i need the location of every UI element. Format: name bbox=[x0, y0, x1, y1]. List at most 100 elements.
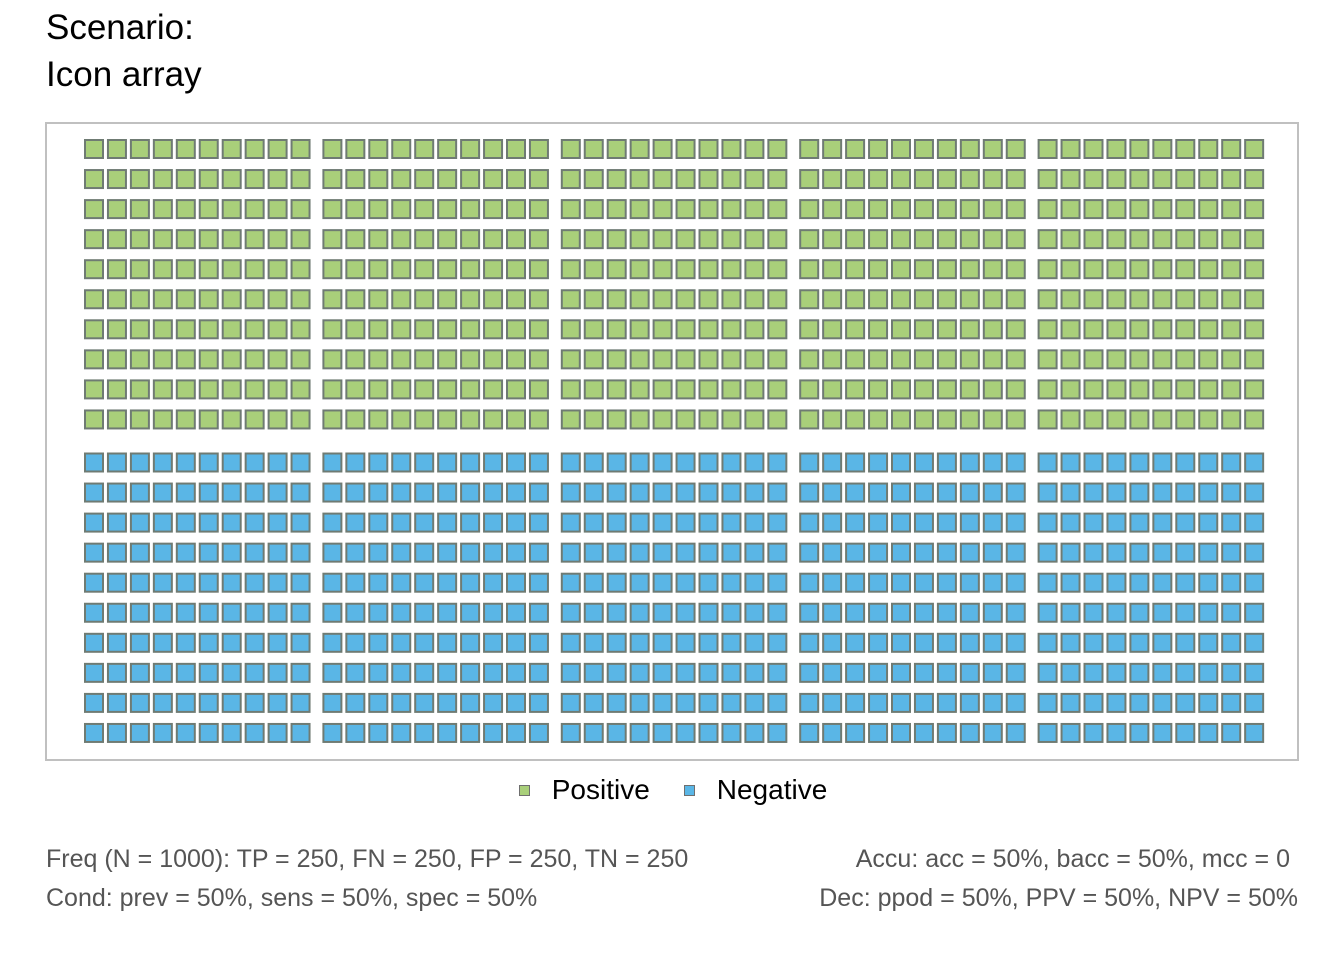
icon-positive bbox=[959, 259, 980, 280]
icon-negative bbox=[959, 662, 980, 683]
icon-positive bbox=[84, 289, 104, 310]
icon-negative bbox=[1106, 632, 1127, 653]
icon-negative bbox=[982, 572, 1003, 593]
icon-negative bbox=[368, 722, 389, 743]
icon-negative bbox=[799, 452, 820, 473]
icon-negative bbox=[606, 602, 627, 623]
icon-negative bbox=[1037, 542, 1058, 563]
icon-positive bbox=[528, 289, 549, 310]
icon-positive bbox=[845, 289, 866, 310]
icon-negative bbox=[322, 722, 343, 743]
icon-positive bbox=[767, 229, 788, 250]
icon-positive bbox=[106, 169, 127, 190]
icon-positive bbox=[391, 409, 412, 430]
icon-positive bbox=[460, 289, 481, 310]
footer-accu: Accu: acc = 50%, bacc = 50%, mcc = 0 bbox=[855, 845, 1290, 873]
icon-negative bbox=[1198, 602, 1219, 623]
icon-negative bbox=[845, 482, 866, 503]
icon-negative bbox=[606, 572, 627, 593]
icon-negative bbox=[913, 662, 934, 683]
icon-positive bbox=[414, 289, 435, 310]
icon-positive bbox=[129, 319, 150, 340]
icon-positive bbox=[1037, 349, 1058, 370]
icon-positive bbox=[244, 139, 265, 159]
icon-negative bbox=[506, 572, 526, 593]
icon-negative bbox=[583, 512, 604, 533]
icon-negative bbox=[414, 632, 435, 653]
icon-positive bbox=[1005, 349, 1026, 370]
icon-negative bbox=[267, 692, 288, 713]
icon-positive bbox=[959, 289, 980, 310]
icon-positive bbox=[822, 379, 843, 400]
icon-negative bbox=[290, 632, 311, 653]
icon-positive bbox=[891, 289, 911, 310]
icon-positive bbox=[1175, 139, 1196, 159]
icon-positive bbox=[391, 319, 412, 340]
icon-positive bbox=[1221, 199, 1242, 220]
icon-positive bbox=[1129, 379, 1150, 400]
icon-positive bbox=[1198, 259, 1219, 280]
icon-positive bbox=[629, 349, 650, 370]
icon-negative bbox=[322, 542, 343, 563]
icon-positive bbox=[1005, 199, 1026, 220]
icon-negative bbox=[391, 512, 412, 533]
footer-freq: Freq (N = 1000): TP = 250, FN = 250, FP … bbox=[46, 845, 689, 873]
icon-negative bbox=[175, 482, 196, 503]
icon-positive bbox=[1060, 259, 1081, 280]
icon-positive bbox=[767, 319, 788, 340]
icon-positive bbox=[744, 379, 765, 400]
icon-negative bbox=[322, 692, 343, 713]
icon-negative bbox=[368, 512, 389, 533]
icon-negative bbox=[244, 602, 265, 623]
icon-positive bbox=[822, 319, 843, 340]
icon-positive bbox=[936, 289, 957, 310]
icon-negative bbox=[198, 572, 219, 593]
icon-negative bbox=[1175, 542, 1196, 563]
icon-positive bbox=[744, 319, 765, 340]
icon-negative bbox=[959, 452, 980, 473]
icon-negative bbox=[868, 722, 889, 743]
icon-negative bbox=[1060, 572, 1081, 593]
icon-positive bbox=[1175, 319, 1196, 340]
icon-negative bbox=[959, 602, 980, 623]
icon-negative bbox=[1152, 662, 1173, 683]
icon-negative bbox=[290, 512, 311, 533]
icon-positive bbox=[845, 199, 866, 220]
icon-negative bbox=[721, 452, 742, 473]
icon-positive bbox=[1198, 139, 1219, 159]
icon-negative bbox=[891, 632, 911, 653]
icon-positive bbox=[982, 319, 1003, 340]
icon-positive bbox=[129, 259, 150, 280]
icon-negative bbox=[698, 722, 719, 743]
icon-negative bbox=[629, 572, 650, 593]
icon-positive bbox=[198, 289, 219, 310]
icon-negative bbox=[845, 722, 866, 743]
icon-positive bbox=[1083, 319, 1104, 340]
icon-positive bbox=[506, 379, 526, 400]
icon-positive bbox=[936, 349, 957, 370]
icon-positive bbox=[982, 139, 1003, 159]
icon-negative bbox=[583, 452, 604, 473]
icon-negative bbox=[629, 482, 650, 503]
icon-positive bbox=[1129, 349, 1150, 370]
icon-positive bbox=[1129, 409, 1150, 430]
icon-positive bbox=[560, 409, 581, 430]
icon-positive bbox=[721, 259, 742, 280]
icon-negative bbox=[959, 692, 980, 713]
icon-positive bbox=[1083, 289, 1104, 310]
icon-negative bbox=[560, 452, 581, 473]
icon-negative bbox=[583, 572, 604, 593]
icon-negative bbox=[198, 482, 219, 503]
icon-negative bbox=[560, 722, 581, 743]
icon-negative bbox=[322, 482, 343, 503]
icon-negative bbox=[936, 512, 957, 533]
icon-negative bbox=[1244, 722, 1265, 743]
icon-positive bbox=[528, 409, 549, 430]
icon-negative bbox=[675, 572, 696, 593]
icon-positive bbox=[799, 139, 820, 159]
icon-positive bbox=[368, 169, 389, 190]
icon-positive bbox=[936, 379, 957, 400]
icon-positive bbox=[221, 409, 242, 430]
icon-negative bbox=[175, 602, 196, 623]
icon-positive bbox=[1106, 169, 1127, 190]
